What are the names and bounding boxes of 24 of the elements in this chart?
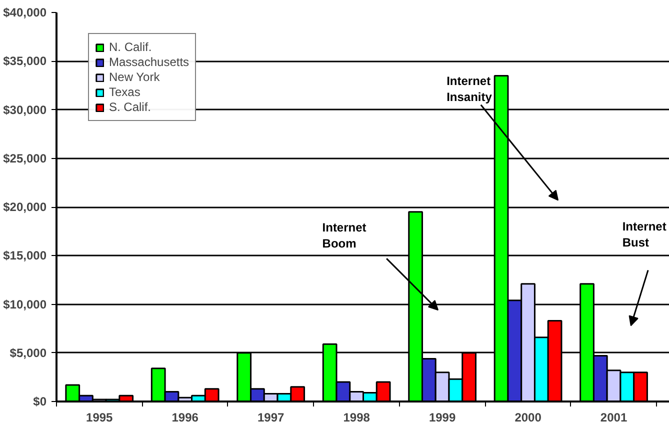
x-tick-label: 1996 (172, 410, 199, 424)
y-tick-label: $35,000 (3, 54, 47, 68)
annotation: Internet Bust (622, 220, 666, 250)
x-tick-label: 1997 (257, 410, 285, 424)
y-tick-label: $40,000 (3, 6, 47, 20)
x-tick-label: 1995 (86, 410, 114, 424)
x-tick-label: 2000 (514, 410, 542, 424)
y-tick-label: $5,000 (10, 346, 47, 360)
x-tick-label: 1998 (343, 410, 370, 424)
legend-label: Massachusetts (109, 55, 190, 69)
annotation: Internet Insanity (446, 74, 492, 104)
legend-label: Texas (109, 85, 140, 99)
x-tick-label: 1999 (428, 410, 456, 424)
y-tick-label: $10,000 (3, 297, 47, 312)
y-tick-label: $0 (33, 394, 47, 408)
y-tick-label: $25,000 (3, 151, 47, 166)
legend-label: N. Calif. (109, 40, 152, 54)
y-tick-label: $15,000 (3, 248, 47, 263)
legend-label: S. Calif. (109, 100, 152, 114)
x-tick-label: 2001 (600, 410, 628, 424)
legend-label: New York (109, 70, 160, 84)
y-tick-label: $30,000 (3, 102, 47, 117)
y-tick-label: $20,000 (3, 200, 47, 214)
annotation: Internet Boom (322, 220, 366, 251)
